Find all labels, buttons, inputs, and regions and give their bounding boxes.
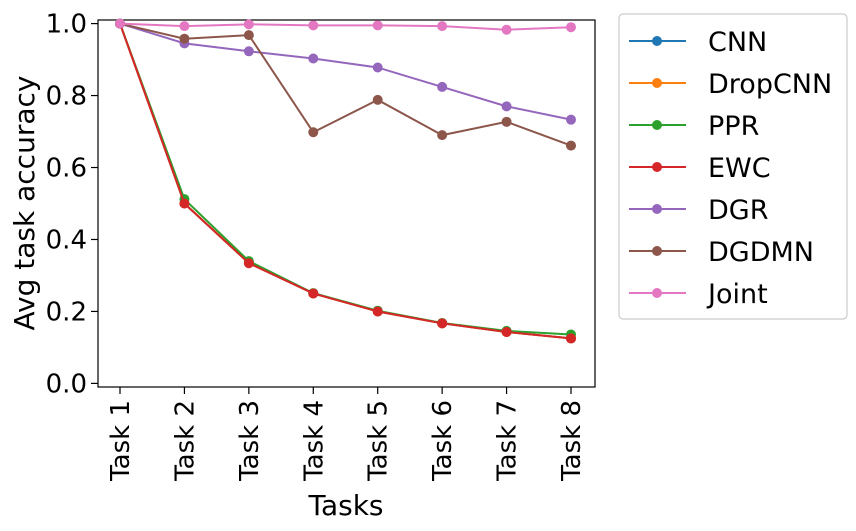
data-point — [566, 140, 576, 151]
data-point — [501, 116, 512, 127]
x-tick-label: Task 7 — [493, 400, 523, 482]
y-tick-label: 0.6 — [46, 154, 87, 184]
data-point — [437, 81, 448, 92]
data-point — [179, 198, 190, 209]
data-point — [437, 21, 448, 32]
legend-item-dgr: DGR — [629, 195, 768, 226]
x-tick-label: Task 8 — [557, 400, 587, 482]
legend-item-dropcnn: DropCNN — [629, 69, 832, 100]
series-line — [119, 22, 572, 31]
data-point — [308, 288, 319, 299]
x-tick-label: Task 4 — [299, 400, 329, 482]
x-tick-label: Task 3 — [235, 400, 265, 482]
y-axis-label: Avg task accuracy — [8, 76, 41, 331]
plot-frame — [97, 19, 596, 388]
x-tick-label: Task 1 — [106, 400, 136, 482]
data-point — [372, 306, 383, 317]
x-tick-label: Task 2 — [170, 400, 200, 482]
y-tick-label: 0.0 — [46, 369, 87, 399]
series-ewc — [115, 18, 576, 344]
x-tick-label: Task 5 — [364, 400, 394, 482]
legend-item-ppr: PPR — [629, 111, 759, 142]
plot-area: 0.00.20.40.60.81.0 Task 1 Task 2 Task 3 Tas… — [46, 10, 596, 482]
series-cnn — [115, 18, 576, 344]
x-axis: Task 1 Task 2 Task 3 Task 4 Task 5 Task 6 Task… — [106, 387, 587, 482]
legend: CNN DropCNN PPR EWC DGR DGDMN Joint — [618, 13, 848, 320]
series-dropcnn — [115, 18, 576, 344]
data-point — [308, 20, 319, 31]
series-joint — [115, 18, 576, 35]
data-point — [308, 127, 319, 138]
data-point — [566, 114, 576, 125]
y-tick-label: 0.2 — [46, 297, 87, 327]
legend-label: CNN — [708, 27, 767, 58]
legend-item-dgdmn: DGDMN — [629, 237, 814, 268]
data-point — [501, 326, 512, 337]
data-point — [437, 318, 448, 329]
data-point — [372, 62, 383, 73]
series-line — [119, 23, 572, 340]
legend-swatch-marker — [652, 120, 662, 130]
data-point — [372, 20, 383, 31]
data-point — [566, 333, 576, 344]
data-point — [243, 19, 254, 30]
legend-label: DGR — [708, 195, 768, 226]
y-tick-label: 1.0 — [46, 10, 87, 40]
data-point — [501, 24, 512, 35]
legend-item-cnn: CNN — [629, 27, 767, 58]
series-line — [119, 23, 572, 340]
data-point — [243, 258, 254, 269]
legend-label: Joint — [706, 279, 768, 310]
data-point — [501, 101, 512, 112]
series-ppr — [115, 18, 576, 340]
y-tick-label: 0.4 — [46, 225, 87, 255]
data-point — [437, 130, 448, 141]
legend-label: EWC — [708, 153, 771, 184]
series-dgdmn — [115, 18, 576, 151]
data-point — [308, 53, 319, 64]
legend-label: DGDMN — [708, 237, 814, 268]
data-point — [243, 30, 254, 41]
y-tick-label: 0.8 — [46, 82, 87, 112]
y-axis: 0.0 0.2 0.4 0.6 0.8 1.0 — [46, 10, 98, 399]
series-layer — [115, 18, 576, 344]
legend-swatch-marker — [652, 204, 662, 214]
legend-swatch-marker — [652, 246, 662, 256]
x-axis-label: Tasks — [307, 489, 383, 522]
legend-item-ewc: EWC — [629, 153, 771, 184]
legend-frame — [618, 13, 848, 320]
legend-label: DropCNN — [708, 69, 832, 100]
data-point — [115, 18, 125, 29]
legend-swatch-marker — [652, 78, 662, 88]
legend-swatch-marker — [652, 162, 662, 172]
data-point — [372, 94, 383, 105]
series-line — [119, 23, 572, 340]
legend-item-joint: Joint — [629, 279, 768, 310]
legend-swatch-marker — [652, 36, 662, 46]
legend-label: PPR — [708, 111, 759, 142]
data-point — [179, 21, 190, 32]
series-line — [119, 22, 572, 147]
data-point — [179, 33, 190, 44]
series-line — [119, 22, 572, 121]
x-tick-label: Task 6 — [428, 400, 458, 482]
legend-swatch-marker — [652, 288, 662, 298]
data-point — [566, 22, 576, 33]
data-point — [243, 46, 254, 57]
series-line — [119, 23, 572, 336]
